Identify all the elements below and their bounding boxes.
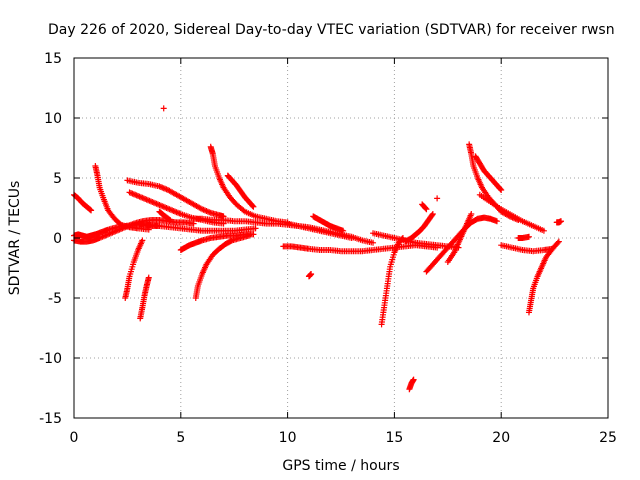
data-point-arc-ab (468, 211, 475, 217)
y-tick-label: 5 (53, 171, 62, 187)
y-tick-label: 15 (44, 51, 62, 67)
grid-lines (74, 58, 608, 418)
data-point-arc-ah (558, 218, 565, 225)
data-point-arc-t (340, 227, 347, 234)
x-tick-label: 0 (70, 430, 79, 446)
data-point-arc-ag (555, 238, 562, 245)
x-tick-label: 20 (492, 430, 510, 446)
data-point-arc-z (434, 195, 441, 202)
x-tick-label: 5 (176, 430, 185, 446)
data-point-arc-y (423, 206, 430, 213)
data-point-arc-ae (540, 227, 547, 234)
data-point-arc-e (139, 237, 146, 244)
data-point-arc-o (250, 203, 257, 210)
data-point-arc-x (429, 211, 436, 217)
data-point-arc-ai (525, 233, 532, 240)
data-point-arc-m (246, 232, 253, 239)
data-point-arc-s (308, 271, 315, 277)
x-tick-label: 25 (599, 430, 617, 446)
y-tick-label: -5 (48, 291, 62, 307)
x-tick-labels: 0 5 10 15 20 25 (70, 430, 617, 446)
data-point-arc-f (145, 274, 152, 281)
data-point-arc-b (88, 207, 95, 214)
data-point-arc-o (249, 203, 256, 209)
x-tick-label: 15 (385, 430, 403, 446)
axis-ticks (73, 57, 609, 419)
data-point-arc-v (410, 376, 417, 383)
y-tick-label: 0 (53, 231, 62, 247)
data-point-arc-j (167, 217, 174, 223)
data-point-arc-k (160, 105, 167, 112)
x-tick-label: 10 (279, 430, 297, 446)
data-point-arc-i (252, 225, 259, 232)
y-tick-label: -15 (39, 411, 62, 427)
y-axis-label: SDTVAR / TECUs (7, 181, 23, 296)
data-point-arc-aa (493, 218, 500, 225)
data-point-arc-l (250, 231, 257, 238)
chart-title: Day 226 of 2020, Sidereal Day-to-day VTE… (48, 22, 615, 38)
data-point-arc-ad (498, 187, 505, 193)
y-tick-label: -10 (39, 351, 62, 367)
y-tick-labels: -15 -10 -5 0 5 10 15 (39, 51, 62, 427)
y-tick-label: 10 (44, 111, 62, 127)
data-point-arc-r (370, 239, 377, 246)
data-points (71, 105, 565, 393)
data-point-arc-x (429, 212, 436, 218)
x-axis-label: GPS time / hours (282, 458, 399, 474)
data-point-arc-ad (497, 186, 504, 193)
data-point-arc-y (422, 205, 429, 212)
data-point-arc-ag (554, 239, 561, 246)
data-point-arc-j (166, 216, 173, 223)
